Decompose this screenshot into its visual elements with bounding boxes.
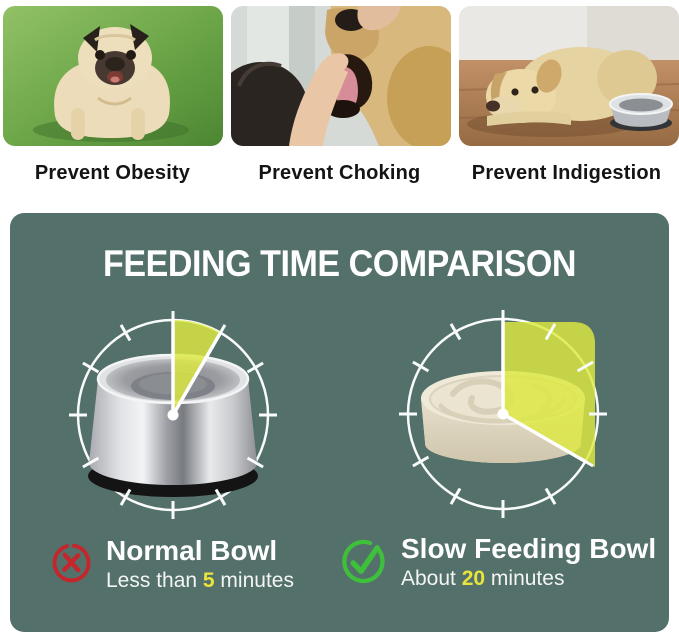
normal-bowl-label: Normal Bowl (106, 535, 278, 566)
time-prefix: About (401, 567, 462, 591)
time-value: 5 (202, 569, 215, 593)
check-icon (342, 539, 385, 584)
slow-feeding-bowl-legend: Slow Feeding Bowl About 20 minutes (401, 534, 656, 591)
panel-title: FEEDING TIME COMPARISON (103, 243, 576, 284)
time-suffix: minutes (485, 567, 565, 591)
benefit-captions: Prevent Obesity Prevent Choking Prevent … (3, 162, 676, 185)
slow-feeder-clock (399, 310, 607, 518)
time-suffix: minutes (214, 569, 294, 593)
pug-on-grass-illustration (3, 6, 223, 146)
photo-prevent-choking (231, 6, 451, 146)
photo-prevent-obesity (3, 6, 223, 146)
normal-bowl-time: Less than 5 minutes (106, 569, 294, 593)
caption-prevent-obesity: Prevent Obesity (34, 162, 191, 184)
slow-feeding-bowl-label: Slow Feeding Bowl (401, 533, 657, 564)
mouth-check-illustration (231, 6, 451, 146)
feeding-time-comparison-panel: FEEDING TIME COMPARISON (10, 213, 669, 632)
benefit-photos (3, 6, 679, 146)
time-prefix: Less than (106, 569, 203, 593)
normal-bowl-clock (69, 311, 277, 519)
clock-center-pin (167, 409, 179, 421)
dog-with-bowl-illustration (459, 6, 679, 146)
caption-prevent-choking: Prevent Choking (258, 162, 421, 184)
time-wedge-20min (503, 322, 595, 468)
normal-bowl-legend: Normal Bowl Less than 5 minutes (106, 536, 294, 593)
hand-5-min (171, 330, 223, 417)
photo-prevent-indigestion (459, 6, 679, 146)
tick-marks (69, 311, 277, 519)
caption-prevent-indigestion: Prevent Indigestion (471, 162, 662, 184)
hand-20-min (501, 412, 588, 464)
clock-center-pin (497, 408, 509, 420)
time-value: 20 (461, 567, 486, 591)
cross-icon (52, 543, 91, 583)
slow-feeding-bowl-time: About 20 minutes (401, 567, 656, 591)
